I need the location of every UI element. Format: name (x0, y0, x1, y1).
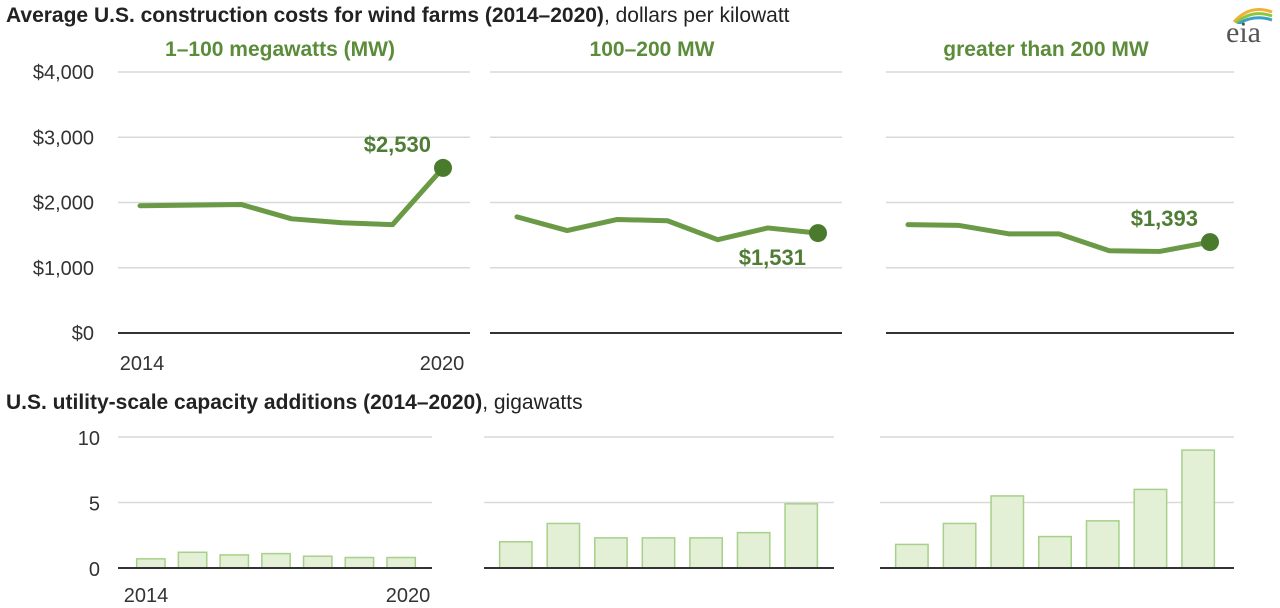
capacity-bar (641, 537, 676, 569)
capacity-x-tick-label: 2014 (124, 585, 169, 607)
cost-data-label: $1,531 (739, 245, 806, 270)
eia-logo-arcs-icon (1232, 8, 1273, 26)
capacity-bar (219, 554, 250, 569)
capacity-x-tick-label: 2020 (386, 585, 431, 607)
capacity-title-main: U.S. utility-scale capacity additions (2… (6, 391, 483, 414)
capacity-bar (1038, 535, 1072, 569)
cost-y-tick-label: $2,000 (33, 193, 94, 215)
capacity-chart-title: U.S. utility-scale capacity additions (2… (6, 391, 583, 415)
cost-panel-title: 1–100 megawatts (MW) (165, 38, 395, 61)
eia-logo: eia (1222, 2, 1278, 54)
cost-y-tick-label: $4,000 (33, 62, 94, 84)
capacity-title-unit: , gigawatts (482, 391, 583, 414)
capacity-bar (261, 552, 291, 569)
capacity-bar (344, 556, 375, 569)
cost-y-tick-label: $0 (72, 323, 94, 345)
cost-y-tick-label: $1,000 (33, 258, 94, 280)
capacity-bar (498, 541, 533, 569)
capacity-bar (177, 551, 208, 569)
cost-title-main: Average U.S. construction costs for wind… (6, 4, 604, 27)
capacity-bar (1085, 520, 1120, 569)
cost-series-line (514, 214, 821, 243)
capacity-y-tick-label: 5 (89, 494, 100, 516)
capacity-bar (942, 522, 977, 569)
capacity-y-tick-label: 0 (89, 559, 100, 581)
cost-data-label: $1,393 (1131, 206, 1198, 231)
capacity-bar (135, 558, 166, 569)
capacity-bar (1133, 488, 1168, 569)
cost-x-tick-label: 2020 (420, 353, 465, 375)
cost-series-line (905, 222, 1213, 254)
capacity-y-tick-label: 10 (78, 428, 100, 450)
capacity-bar (594, 537, 628, 569)
cost-panel-title: greater than 200 MW (943, 38, 1149, 61)
cost-highlight-point (809, 224, 827, 243)
capacity-bar (1181, 449, 1216, 569)
cost-data-label: $2,530 (364, 132, 431, 157)
cost-highlight-point (434, 158, 452, 177)
capacity-bar (736, 531, 771, 569)
capacity-bar (302, 555, 333, 569)
cost-title-unit: , dollars per kilowatt (603, 4, 790, 27)
eia-logo-text: eia (1226, 16, 1261, 49)
cost-x-tick-label: 2014 (120, 353, 165, 375)
capacity-bar (894, 543, 929, 569)
capacity-bar (784, 503, 819, 569)
cost-panel-title: 100–200 MW (590, 38, 715, 61)
cost-series-line (137, 165, 446, 228)
capacity-bar (990, 495, 1025, 569)
cost-chart-title: Average U.S. construction costs for wind… (6, 4, 790, 28)
capacity-bar (689, 537, 723, 569)
cost-highlight-point (1201, 233, 1219, 252)
cost-y-tick-label: $3,000 (33, 127, 94, 149)
capacity-bar (386, 556, 417, 569)
capacity-bar (546, 522, 581, 569)
